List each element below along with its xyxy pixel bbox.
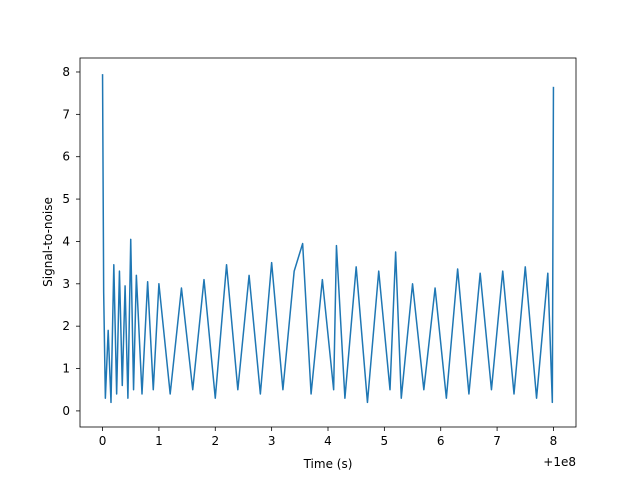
x-tick-label: 2: [211, 434, 219, 448]
snr-series-line: [101, 74, 555, 404]
x-tick-label: 5: [381, 434, 389, 448]
y-axis-label: Signal-to-noise: [41, 197, 55, 287]
x-tick-label: 3: [268, 434, 276, 448]
y-tick-label: 1: [62, 362, 70, 376]
x-tick-label: 7: [493, 434, 501, 448]
x-tick-label: 0: [99, 434, 107, 448]
x-tick-label: 6: [437, 434, 445, 448]
y-tick-label: 8: [62, 65, 70, 79]
y-tick-label: 7: [62, 107, 70, 121]
series-layer: [101, 74, 555, 404]
x-axis-label: Time (s): [303, 457, 353, 471]
x-axis: 0 1 2 3 4 5 6 7 8: [99, 427, 558, 448]
x-tick-label: 4: [324, 434, 332, 448]
x-offset-label: +1e8: [543, 455, 576, 469]
y-tick-label: 6: [62, 150, 70, 164]
y-axis: 0 1 2 3 4 5 6 7 8: [62, 65, 80, 418]
y-tick-label: 2: [62, 319, 70, 333]
y-tick-label: 0: [62, 404, 70, 418]
x-tick-label: 8: [550, 434, 558, 448]
x-tick-label: 1: [155, 434, 163, 448]
y-tick-label: 4: [62, 234, 70, 248]
y-tick-label: 5: [62, 192, 70, 206]
y-tick-label: 3: [62, 277, 70, 291]
